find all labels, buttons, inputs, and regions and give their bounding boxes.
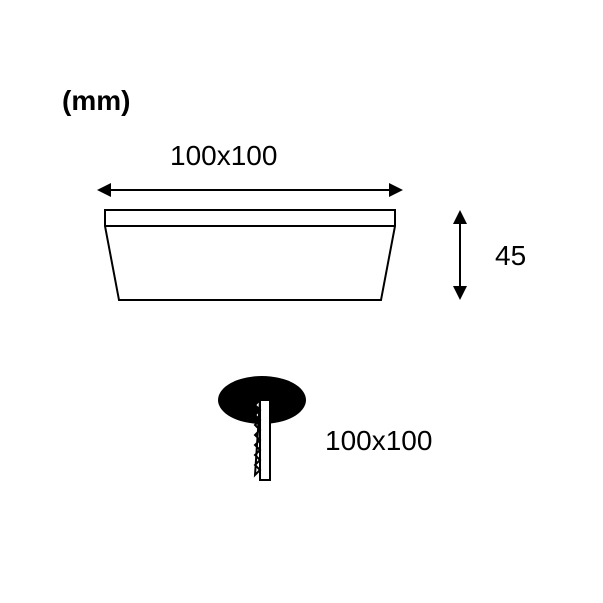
hole-saw-icon [218,376,306,480]
technical-drawing-svg [0,0,603,603]
luminaire-profile-shape [105,210,395,300]
diagram-canvas: (mm) light 11 100x100 45 100x100 [0,0,603,603]
width-arrow-icon [97,183,403,197]
height-arrow-icon [453,210,467,300]
